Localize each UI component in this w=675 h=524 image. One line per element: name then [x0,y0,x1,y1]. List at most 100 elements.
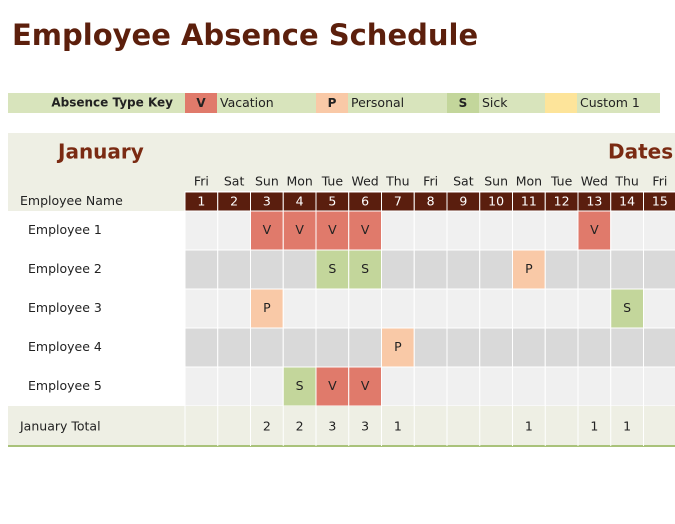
cell [644,328,675,367]
cell [316,328,349,367]
cell [316,289,349,328]
employee-name: Employee 3 [28,300,102,315]
day-name: Sun [255,174,279,189]
title: Employee Absence Schedule [12,18,478,52]
total-label: January Total [19,419,101,434]
cell [480,289,513,328]
name-header: Employee Name [20,193,123,208]
dates-heading: Dates o [608,140,675,164]
cell [545,211,578,250]
employee-name: Employee 1 [28,222,102,237]
date: 11 [521,194,537,209]
date: 6 [361,194,369,209]
cell [545,289,578,328]
cell [382,211,415,250]
day-name: Thu [614,174,638,189]
cell [382,289,415,328]
cell [414,250,447,289]
cell [578,289,611,328]
absence-code: V [590,222,599,237]
date: 1 [197,194,205,209]
cell [414,289,447,328]
cell [283,328,316,367]
absence-code: P [263,300,271,315]
cell [545,328,578,367]
date: 14 [619,194,635,209]
cell [218,211,251,250]
date: 2 [230,194,238,209]
day-name: Sun [484,174,508,189]
cell [578,250,611,289]
absence-code: V [263,222,272,237]
day-name: Sat [224,174,245,189]
absence-code: V [328,378,337,393]
date: 3 [263,194,271,209]
total: 1 [525,419,533,434]
total: 1 [394,419,402,434]
total: 3 [361,419,369,434]
total: 2 [263,419,271,434]
key-name: Vacation [220,95,274,110]
day-name: Wed [581,174,608,189]
cell [251,250,284,289]
cell [578,328,611,367]
cell [644,367,675,406]
cell [447,250,480,289]
date: 15 [652,194,668,209]
total: 3 [328,419,336,434]
cell [447,367,480,406]
cell [480,328,513,367]
key-code: P [328,96,337,110]
cell [414,328,447,367]
absence-code: S [623,300,631,315]
absence-code: S [328,261,336,276]
cell [611,328,644,367]
cell [218,328,251,367]
day-name: Tue [321,174,344,189]
cell [218,250,251,289]
date: 12 [554,194,570,209]
cell [447,211,480,250]
cell [513,367,546,406]
cell [447,328,480,367]
cell [382,367,415,406]
cell [513,289,546,328]
key-label: Absence Type Key [51,96,173,110]
cell [644,211,675,250]
absence-code: V [295,222,304,237]
date: 4 [296,194,304,209]
cell [611,367,644,406]
cell [218,367,251,406]
total: 1 [623,419,631,434]
day-name: Sat [453,174,474,189]
date: 8 [427,194,435,209]
employee-name: Employee 4 [28,339,102,354]
absence-code: V [361,378,370,393]
cell [251,367,284,406]
key-name: Personal [351,95,404,110]
cell [414,367,447,406]
absence-code: P [525,261,533,276]
total-row [8,406,675,446]
cell [218,289,251,328]
key-code: V [196,96,206,110]
cell [644,250,675,289]
key-swatch [545,93,577,113]
day-name: Fri [423,174,438,189]
day-name: Tue [550,174,573,189]
key-name: Custom 1 [580,95,640,110]
key-name: Sick [482,95,508,110]
key-code: S [459,96,468,110]
cell [611,250,644,289]
cell [513,211,546,250]
cell [283,289,316,328]
cell [185,289,218,328]
absence-code: P [394,339,402,354]
cell [545,250,578,289]
cell [349,289,382,328]
day-name: Mon [516,174,542,189]
cell [480,250,513,289]
employee-name: Employee 5 [28,378,102,393]
cell [480,211,513,250]
